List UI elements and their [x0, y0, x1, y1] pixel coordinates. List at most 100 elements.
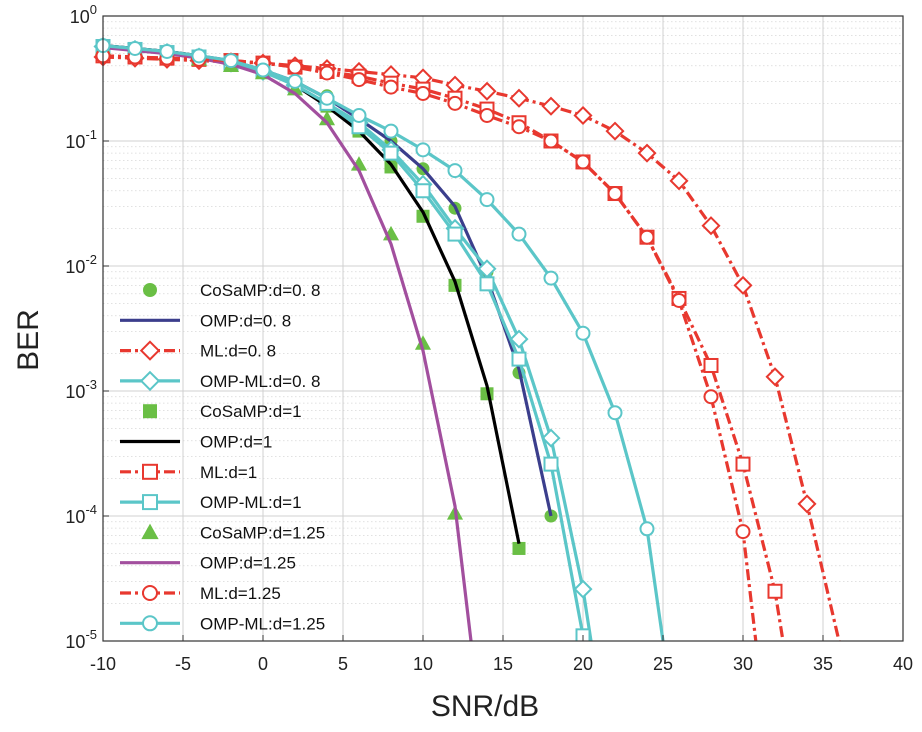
- data-point: [447, 163, 463, 179]
- x-axis-ticks: -10 -5 0 5 10 15 20 25 30 35 40: [90, 635, 913, 674]
- data-point: [765, 367, 785, 387]
- x-tick-label: 35: [813, 654, 833, 674]
- data-point: [479, 192, 495, 208]
- data-point: [139, 370, 161, 392]
- data-point: [509, 329, 529, 349]
- data-point: [287, 59, 303, 75]
- y-tick-label: 100: [70, 2, 97, 27]
- legend-label: CoSaMP:d=0. 8: [200, 281, 321, 300]
- legend-label: OMP:d=1: [200, 433, 272, 452]
- x-axis-label: SNR/dB: [431, 690, 539, 723]
- data-point: [543, 270, 559, 286]
- data-point: [573, 105, 593, 126]
- legend-item: CoSaMP:d=0. 8: [143, 281, 321, 300]
- legend-item: ML:d=1: [120, 463, 257, 482]
- data-point: [142, 585, 158, 601]
- data-point: [415, 85, 431, 101]
- data-point: [319, 65, 335, 81]
- data-point: [142, 494, 158, 511]
- data-point: [573, 579, 593, 599]
- data-point: [703, 389, 719, 405]
- data-point: [575, 154, 591, 170]
- legend-label: CoSaMP:d=1.25: [200, 523, 325, 542]
- y-tick-label: 10-3: [65, 377, 97, 402]
- data-point: [607, 186, 623, 202]
- data-point: [447, 226, 463, 242]
- x-tick-label: 10: [413, 654, 433, 674]
- legend-item: ML:d=1.25: [120, 584, 281, 603]
- legend-label: OMP-ML:d=1.25: [200, 614, 325, 633]
- data-point: [479, 107, 495, 123]
- series-group: [95, 38, 665, 641]
- legend-label: OMP:d=0. 8: [200, 311, 291, 330]
- legend-item: OMP:d=1.25: [120, 554, 296, 573]
- data-point: [735, 524, 751, 540]
- data-point: [605, 121, 625, 141]
- data-point: [383, 79, 399, 95]
- y-tick-label: 10-5: [65, 627, 97, 652]
- data-point: [511, 119, 527, 135]
- data-point: [575, 325, 591, 341]
- series-line: [102, 54, 758, 641]
- data-point: [127, 40, 143, 56]
- data-point: [142, 463, 158, 480]
- data-point: [669, 171, 689, 191]
- data-point: [415, 142, 431, 158]
- data-point: [671, 292, 687, 308]
- y-tick-label: 10-1: [65, 127, 97, 152]
- legend-item: OMP:d=0. 8: [120, 311, 291, 330]
- x-tick-label: 40: [893, 654, 913, 674]
- data-point: [511, 351, 527, 367]
- legend-item: ML:d=0. 8: [120, 340, 276, 361]
- data-point: [383, 123, 399, 139]
- data-point: [541, 96, 561, 116]
- data-point: [351, 72, 367, 88]
- legend-item: OMP-ML:d=1.25: [120, 614, 325, 633]
- data-point: [767, 583, 783, 599]
- data-point: [447, 95, 463, 111]
- data-point: [143, 283, 157, 297]
- legend-item: CoSaMP:d=1: [143, 402, 302, 421]
- x-tick-label: 20: [573, 654, 593, 674]
- legend-item: OMP:d=1: [120, 433, 272, 452]
- data-point: [477, 81, 497, 101]
- y-tick-label: 10-2: [65, 252, 97, 277]
- y-tick-label: 10-4: [65, 502, 97, 527]
- data-point: [383, 145, 399, 161]
- data-point: [637, 143, 657, 163]
- y-axis-label: BER: [12, 309, 45, 371]
- x-tick-label: 15: [493, 654, 513, 674]
- x-tick-label: -10: [90, 654, 116, 674]
- data-point: [139, 340, 161, 361]
- series-line: [102, 55, 841, 641]
- data-point: [511, 226, 527, 242]
- y-axis-ticks: 100 10-1 10-2 10-3 10-4 10-5: [65, 2, 109, 652]
- legend-label: OMP-ML:d=1: [200, 493, 302, 512]
- x-tick-label: 0: [258, 654, 268, 674]
- data-point: [159, 43, 175, 59]
- data-point: [141, 523, 159, 540]
- data-point: [797, 494, 817, 514]
- data-point: [287, 73, 303, 89]
- data-point: [543, 456, 559, 472]
- data-point: [733, 275, 753, 295]
- data-point: [142, 615, 158, 632]
- data-point: [223, 53, 239, 69]
- data-point: [143, 404, 157, 419]
- data-point: [701, 216, 721, 236]
- x-tick-label: -5: [175, 654, 191, 674]
- legend-label: ML:d=1: [200, 463, 257, 482]
- legend-label: OMP:d=1.25: [200, 554, 296, 573]
- data-point: [607, 405, 623, 421]
- data-point: [639, 521, 655, 537]
- x-tick-label: 25: [653, 654, 673, 674]
- data-point: [735, 456, 751, 472]
- legend-item: OMP-ML:d=0. 8: [120, 370, 320, 392]
- series-layer: [93, 36, 841, 641]
- data-point: [319, 90, 335, 106]
- x-tick-label: 5: [338, 654, 348, 674]
- data-point: [255, 62, 271, 78]
- data-point: [639, 229, 655, 245]
